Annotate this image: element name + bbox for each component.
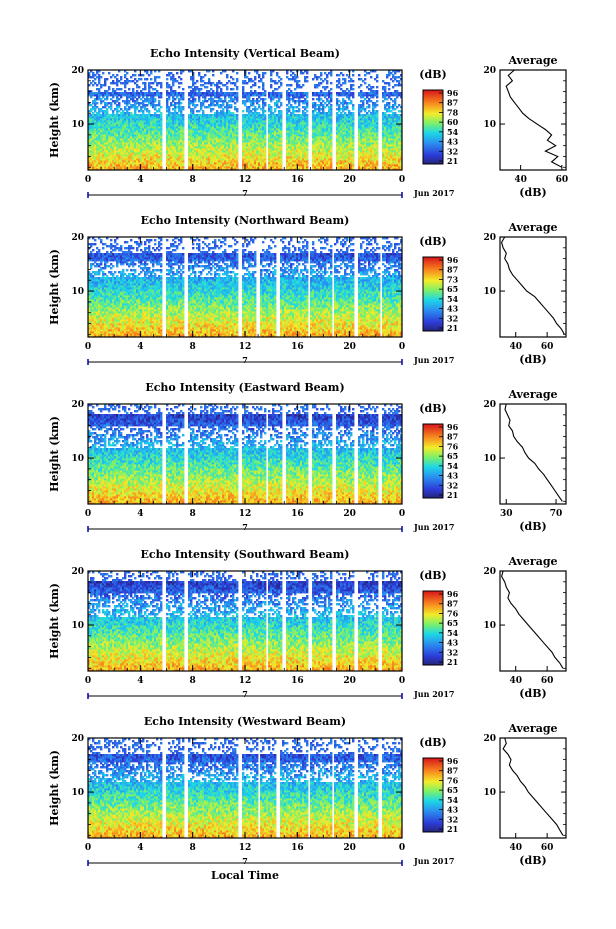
panel-1: Echo Intensity (Vertical Beam)0 4 8 12 16 20 0…	[48, 47, 568, 199]
panel-title: Echo Intensity (Vertical Beam)	[150, 47, 340, 60]
figure: Echo Intensity (Vertical Beam)0 4 8 12 16 20 0…	[0, 0, 616, 929]
panels-root: Echo Intensity (Vertical Beam)0 4 8 12 16 20 0…	[48, 47, 568, 867]
heatmap	[88, 70, 402, 170]
